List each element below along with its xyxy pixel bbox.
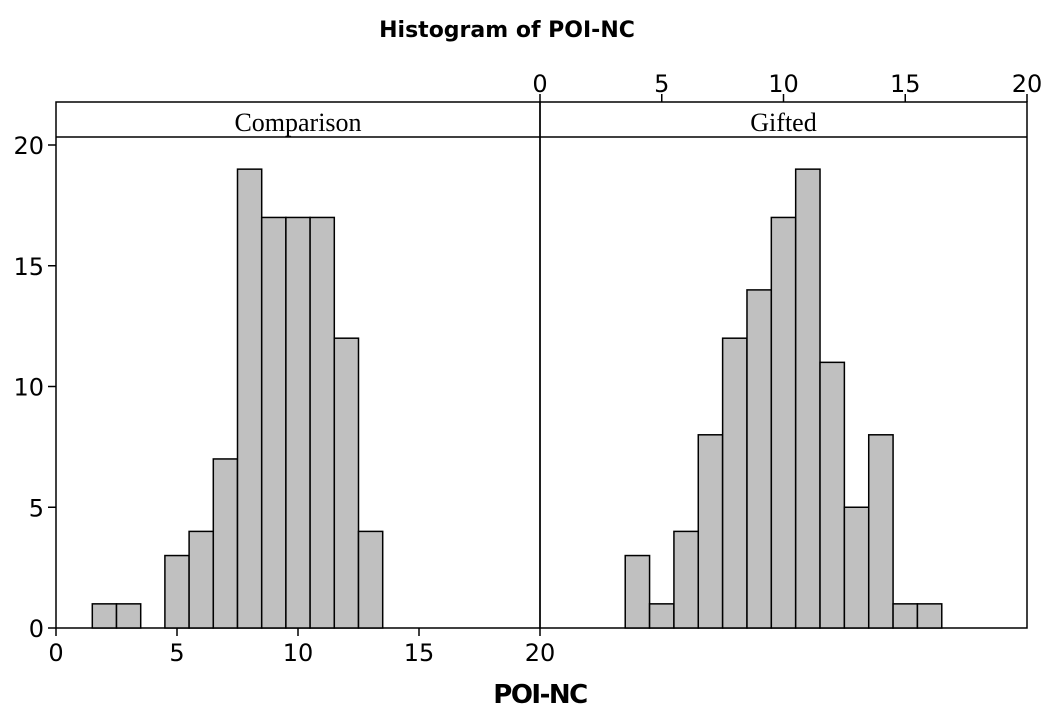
histogram-bar-gifted xyxy=(624,554,651,629)
histogram-bar-comparison xyxy=(164,554,190,629)
x-axis-label: POI-NC xyxy=(493,680,587,709)
x-tick-label-comparison: 15 xyxy=(404,639,435,667)
x-tick-label-comparison: 0 xyxy=(48,639,63,667)
histogram-bar-gifted xyxy=(697,434,724,629)
y-tick-label: 10 xyxy=(13,374,44,402)
histogram-bar-comparison xyxy=(285,216,311,629)
histogram-bar-gifted xyxy=(843,506,870,629)
x-tick-label-comparison: 20 xyxy=(525,639,556,667)
histogram-bar-gifted xyxy=(746,289,773,629)
histogram-bar-gifted xyxy=(892,603,919,629)
histogram-bar-gifted xyxy=(867,434,894,629)
histogram-bar-gifted xyxy=(794,168,821,629)
histogram-bar-comparison xyxy=(333,337,360,629)
histogram-bar-gifted xyxy=(819,361,846,629)
panel-title-gifted: Gifted xyxy=(750,108,816,137)
y-tick-label: 15 xyxy=(13,253,44,281)
histogram-bar-gifted xyxy=(916,603,943,629)
panel-title-comparison: Comparison xyxy=(234,108,361,137)
x-tick-label-comparison: 10 xyxy=(283,639,314,667)
x-tick-label-gifted: 0 xyxy=(532,70,547,98)
y-tick-label: 0 xyxy=(29,615,44,643)
y-tick-label: 5 xyxy=(29,494,44,522)
histogram-bar-comparison xyxy=(212,458,239,629)
histogram-bar-comparison xyxy=(309,216,336,629)
x-tick-label-gifted: 5 xyxy=(654,70,669,98)
histogram-bar-comparison xyxy=(115,603,142,629)
histogram-bar-comparison xyxy=(236,168,263,629)
plot-area: Comparison 0 5 10 15 20 Gifted 0 5 10 15 20 0 5 10 15 20 xyxy=(13,70,1042,667)
histogram-bar-comparison xyxy=(188,530,215,629)
y-tick-label: 20 xyxy=(13,132,44,160)
x-tick-label-gifted: 15 xyxy=(890,70,921,98)
chart-title: Histogram of POI-NC xyxy=(379,18,635,43)
histogram-bar-gifted xyxy=(770,216,797,629)
histogram-bar-comparison xyxy=(260,216,287,629)
x-tick-label-gifted: 10 xyxy=(768,70,799,98)
histogram-bar-gifted xyxy=(673,530,700,629)
histogram-bar-comparison xyxy=(91,603,118,629)
histogram-bar-gifted xyxy=(648,603,675,629)
x-tick-label-comparison: 5 xyxy=(169,639,184,667)
x-tick-label-gifted: 20 xyxy=(1012,70,1043,98)
histogram-bar-comparison xyxy=(357,530,384,629)
histogram-bar-gifted xyxy=(721,337,748,629)
